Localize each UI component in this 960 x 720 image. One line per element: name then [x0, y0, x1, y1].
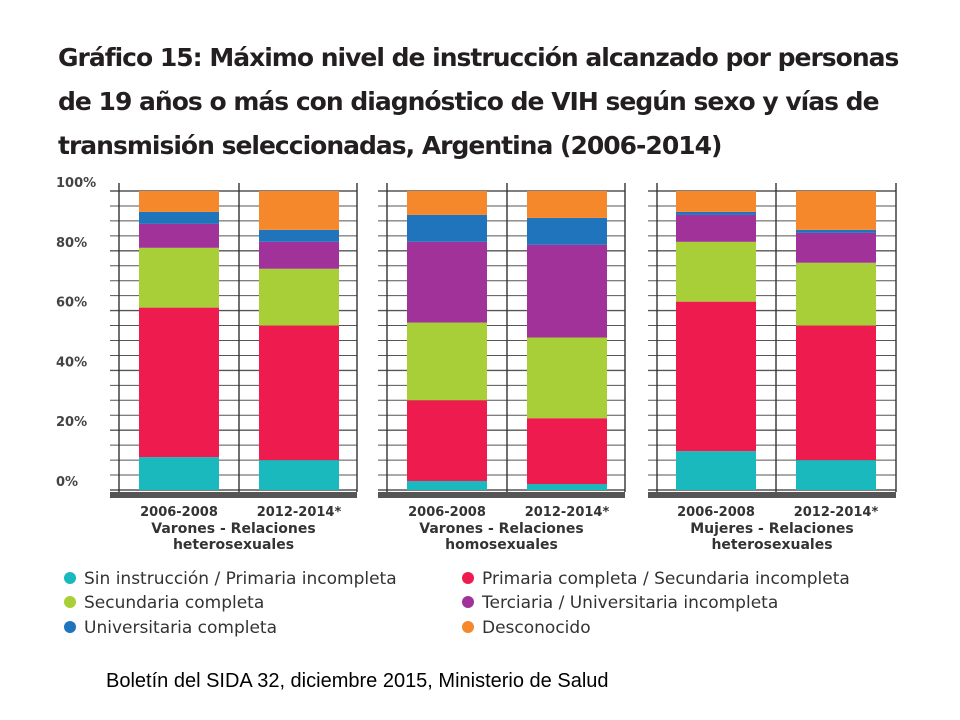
- legend-swatch: [462, 596, 474, 608]
- x-tick-label: 2012-2014*: [794, 505, 879, 520]
- y-tick-label: 40%: [56, 355, 87, 370]
- legend-label: Sin instrucción / Primaria incompleta: [84, 569, 397, 589]
- y-tick-label: 20%: [56, 415, 87, 430]
- bar-segment: [527, 217, 607, 245]
- x-tick-label: 2006-2008: [408, 505, 486, 520]
- bar-segment: [407, 481, 487, 490]
- bar-segment: [676, 451, 756, 490]
- y-tick-label: 100%: [56, 176, 96, 191]
- x-tick-label: 2012-2014*: [257, 505, 342, 520]
- group-label: heterosexuales: [173, 537, 294, 553]
- y-tick-label: 80%: [56, 236, 87, 251]
- group-label: Varones - Relaciones: [151, 521, 315, 537]
- bar-segment: [259, 229, 339, 242]
- bar-segment: [139, 191, 219, 212]
- bar-segment: [139, 211, 219, 224]
- legend-swatch: [462, 572, 474, 584]
- source-note: Boletín del SIDA 32, diciembre 2015, Min…: [106, 670, 609, 692]
- bar-segment: [259, 241, 339, 269]
- bar-segment: [259, 191, 339, 230]
- y-tick-label: 0%: [56, 475, 78, 490]
- x-tick-label: 2012-2014*: [525, 505, 610, 520]
- bar-segment: [676, 301, 756, 452]
- bar-segment: [676, 191, 756, 212]
- bar-segment: [796, 262, 876, 326]
- bar-segment: [527, 418, 607, 485]
- group-label: Mujeres - Relaciones: [690, 521, 854, 537]
- legend-label: Desconocido: [482, 618, 591, 638]
- category-band: [378, 492, 625, 498]
- bar-segment: [259, 460, 339, 490]
- bar-segment: [527, 191, 607, 218]
- bar-segment: [676, 211, 756, 215]
- group-label: Varones - Relaciones: [419, 521, 583, 537]
- legend-label: Primaria completa / Secundaria incomplet…: [482, 569, 850, 589]
- bar-segment: [139, 223, 219, 248]
- bar-segment: [796, 232, 876, 263]
- group-label: heterosexuales: [711, 537, 832, 553]
- bar-segment: [407, 241, 487, 323]
- group-label: homosexuales: [445, 537, 558, 553]
- bar-segment: [139, 307, 219, 458]
- bar-segment: [527, 244, 607, 338]
- category-band: [648, 492, 896, 498]
- legend-swatch: [64, 572, 76, 584]
- legend-label: Universitaria completa: [84, 618, 277, 638]
- bar-segment: [527, 484, 607, 490]
- bar-segment: [796, 325, 876, 461]
- legend-label: Secundaria completa: [84, 593, 264, 613]
- x-tick-label: 2006-2008: [677, 505, 755, 520]
- bar-segment: [796, 191, 876, 230]
- legend-swatch: [64, 596, 76, 608]
- bar-segment: [527, 337, 607, 419]
- category-band: [110, 492, 357, 498]
- x-tick-label: 2006-2008: [140, 505, 218, 520]
- bar-segment: [676, 214, 756, 242]
- bar-segment: [259, 325, 339, 461]
- y-tick-label: 60%: [56, 296, 87, 311]
- bar-segment: [259, 268, 339, 326]
- legend-swatch: [462, 621, 474, 633]
- bar-segment: [407, 191, 487, 215]
- bar-segment: [796, 460, 876, 490]
- bar-segment: [407, 322, 487, 401]
- bar-segment: [139, 247, 219, 308]
- bar-segment: [676, 241, 756, 302]
- bar-segment: [796, 229, 876, 233]
- chart-title: Gráfico 15: Máximo nivel de instrucción …: [58, 43, 899, 160]
- legend-swatch: [64, 621, 76, 633]
- bar-segment: [139, 457, 219, 490]
- bar-segment: [407, 400, 487, 482]
- legend-label: Terciaria / Universitaria incompleta: [481, 593, 778, 613]
- bar-segment: [407, 214, 487, 242]
